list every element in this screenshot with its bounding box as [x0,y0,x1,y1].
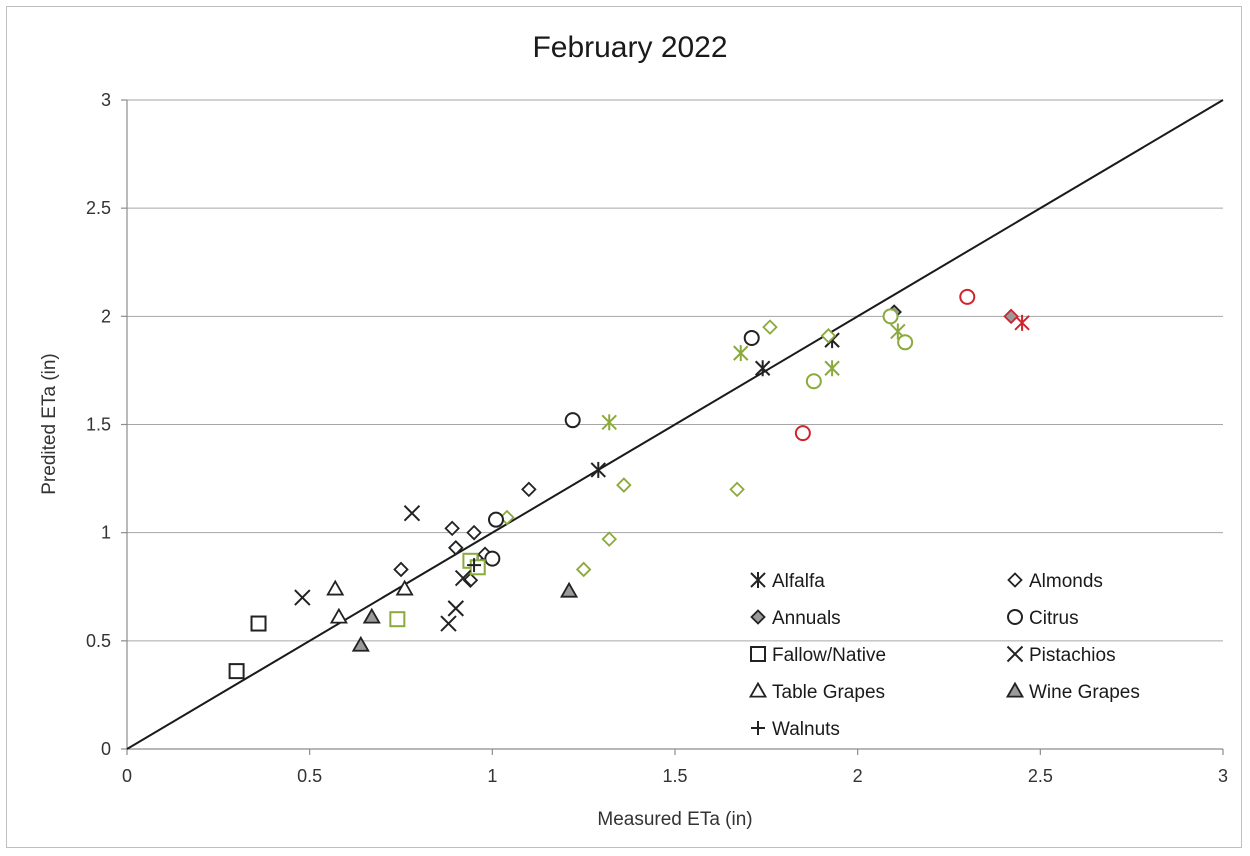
chart-frame [6,6,1242,848]
legend-label-alfalfa: Alfalfa [772,571,825,592]
legend-marker-alfalfa [750,572,766,588]
point-almonds-11 [729,481,745,498]
point-almonds-9 [601,531,618,547]
point-wine-grapes-1 [362,607,381,624]
point-table-grapes-1 [329,607,348,624]
y-tick-label-0: 0 [101,739,111,759]
point-almonds-0 [393,561,409,578]
tick-labels: 0 0.5 1 1.5 2 2.5 3 0 0.5 1 1.5 2 2.5 3 [86,90,1228,786]
point-alfalfa-2 [754,360,771,377]
y-tick-label-6: 3 [101,90,111,110]
x-tick-label-6: 3 [1218,766,1228,786]
legend-label-walnuts: Walnuts [772,719,840,740]
point-almonds-10 [616,477,632,493]
x-tick-label-2: 1 [487,766,497,786]
point-wine-grapes-2 [560,581,579,598]
legend-label-fallow-native: Fallow/Native [772,645,886,666]
point-walnuts-0 [467,558,482,573]
x-tick-label-0: 0 [122,766,132,786]
legend-marker-annuals [750,609,766,625]
legend-entry-almonds: Almonds [1007,571,1103,592]
grid [127,99,1223,642]
one-to-one-line [126,99,1224,750]
point-almonds-1 [444,520,460,537]
chart-title: February 2022 [532,31,727,64]
point-pistachios-1 [403,504,421,522]
legend-marker-pistachios [1006,645,1024,663]
point-citrus-1 [487,511,504,528]
legend-label-almonds: Almonds [1029,571,1103,592]
legend-entry-annuals: Annuals [750,608,841,629]
legend-marker-walnuts [751,721,765,735]
point-alfalfa-4 [601,414,617,431]
legend-marker-almonds [1007,572,1023,588]
x-tick-label-3: 1.5 [662,766,687,786]
point-almonds-12 [762,319,778,335]
legend-entry-pistachios: Pistachios [1006,645,1116,666]
point-pistachios-4 [454,569,472,587]
x-tick-label-1: 0.5 [297,766,322,786]
point-almonds-3 [466,524,482,541]
point-wine-grapes-0 [351,635,370,652]
x-tick-label-5: 2.5 [1028,766,1053,786]
legend-entry-fallow-native: Fallow/Native [750,645,886,666]
point-fallow-native-4 [469,559,486,576]
point-annuals-1 [1003,308,1019,325]
legend-marker-wine-grapes [1005,681,1025,698]
point-pistachios-2 [440,615,457,632]
x-axis-label: Measured ETa (in) [597,809,752,830]
x-tick-label-4: 2 [853,766,863,786]
legend-entry-wine-grapes: Wine Grapes [1005,681,1140,703]
point-citrus-4 [805,373,822,390]
point-citrus-7 [794,425,811,442]
legend-marker-table-grapes [748,681,768,698]
y-axis-label: Predited ETa (in) [39,353,60,495]
point-pistachios-0 [294,589,311,606]
y-tick-label-3: 1.5 [86,415,111,435]
point-fallow-native-0 [228,663,245,680]
y-tick-label-2: 1 [101,523,111,543]
legend-entry-citrus: Citrus [1007,608,1079,629]
point-table-grapes-0 [326,579,345,596]
point-citrus-5 [882,308,899,325]
point-alfalfa-6 [824,360,840,377]
legend-label-pistachios: Pistachios [1029,645,1116,666]
point-almonds-2 [448,540,464,556]
legend-label-citrus: Citrus [1029,608,1079,629]
point-almonds-13 [820,328,837,344]
legend-marker-citrus [1007,609,1023,625]
legend-label-annuals: Annuals [772,608,841,629]
point-fallow-native-1 [250,615,267,632]
point-fallow-native-2 [389,611,406,628]
y-tick-label-1: 0.5 [86,631,111,651]
point-citrus-3 [743,329,760,346]
point-alfalfa-5 [733,345,749,362]
point-alfalfa-8 [1014,314,1030,331]
data-points [228,288,1030,680]
point-almonds-6 [521,481,537,498]
point-table-grapes-2 [395,579,414,596]
legend: Alfalfa Almonds Annuals Citrus Fallow/Native… [748,571,1140,740]
point-almonds-8 [575,561,592,578]
legend-label-wine-grapes: Wine Grapes [1029,682,1140,703]
axes [121,99,1224,755]
legend-marker-fallow-native [750,646,766,662]
legend-entry-table-grapes: Table Grapes [748,681,885,703]
point-citrus-8 [959,288,976,305]
point-alfalfa-1 [590,461,606,478]
y-tick-label-5: 2.5 [86,198,111,218]
legend-label-table-grapes: Table Grapes [772,682,885,703]
y-tick-label-4: 2 [101,306,111,326]
legend-entry-alfalfa: Alfalfa [750,571,825,592]
point-citrus-2 [564,412,581,429]
point-pistachios-3 [447,600,465,617]
point-citrus-6 [897,334,914,351]
point-citrus-0 [484,550,501,567]
legend-entry-walnuts: Walnuts [751,719,840,740]
